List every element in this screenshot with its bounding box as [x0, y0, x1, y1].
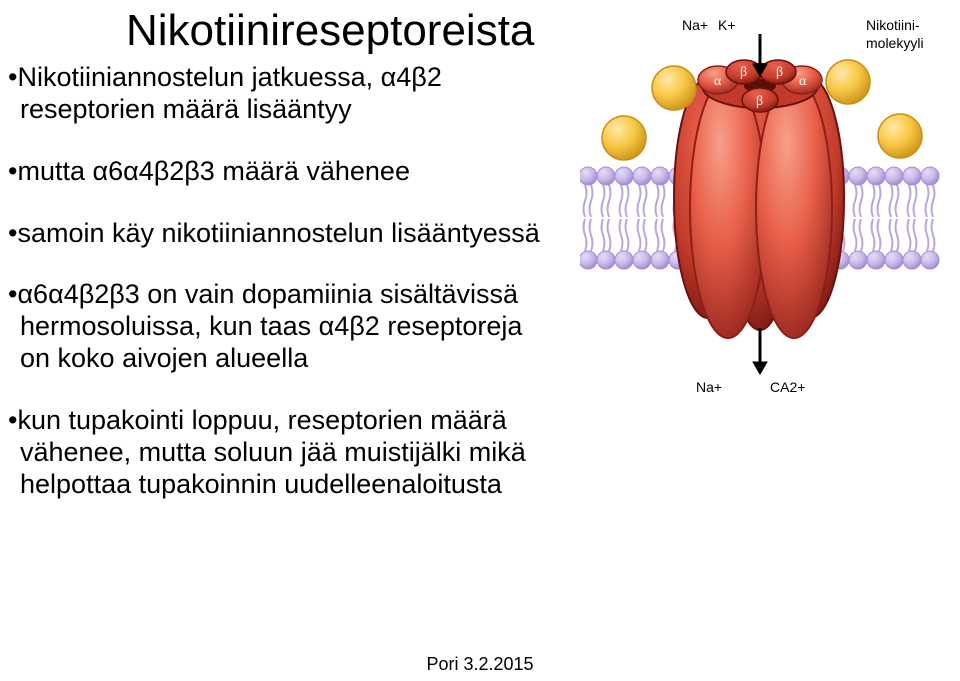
label-ca-bottom: CA2+ [770, 379, 805, 395]
bullet-4: •α6α4β2β3 on vain dopamiinia sisältäviss… [8, 279, 568, 375]
bullet-4-line1: •α6α4β2β3 on vain dopamiinia sisältäviss… [8, 279, 518, 309]
subunit-beta-right: β [776, 65, 783, 80]
bullet-1: •Nikotiiniannostelun jatkuessa, α4β2 res… [8, 62, 568, 126]
bullet-5-line2: vähenee, mutta soluun jää muistijälki mi… [20, 437, 526, 467]
arrow-out [753, 328, 767, 374]
footer-text: Pori 3.2.2015 [0, 654, 960, 675]
bullet-3: •samoin käy nikotiiniannostelun lisäänty… [8, 218, 568, 250]
label-na-top: Na+ [682, 17, 708, 33]
label-nikotiini-1: Nikotiini- [866, 17, 920, 33]
bullet-5: •kun tupakointi loppuu, reseptorien määr… [8, 405, 568, 501]
subunit-beta-front: β [756, 94, 763, 109]
receptor-figure: Na+ K+ Nikotiini- molekyyli [580, 8, 952, 408]
bullet-4-line2: hermosoluissa, kun taas α4β2 reseptoreja [20, 311, 522, 341]
bullet-1-line2: reseptorien määrä lisääntyy [20, 94, 352, 124]
subunit-beta-left: β [740, 65, 747, 80]
subunit-alpha-left: α [714, 74, 722, 89]
bullet-4-line3: on koko aivojen alueella [20, 343, 308, 373]
label-k-top: K+ [718, 17, 736, 33]
bullet-list: •Nikotiiniannostelun jatkuessa, α4β2 res… [8, 62, 568, 501]
label-na-bottom: Na+ [696, 379, 722, 395]
slide-title: Nikotiinireseptoreista [126, 6, 534, 56]
bullet-2: •mutta α6α4β2β3 määrä vähenee [8, 156, 568, 188]
bullet-1-line1: •Nikotiiniannostelun jatkuessa, α4β2 [8, 62, 442, 92]
label-nikotiini-2: molekyyli [866, 35, 924, 51]
bullet-5-line3: helpottaa tupakoinnin uudelleenaloitusta [20, 469, 502, 499]
bullet-5-line1: •kun tupakointi loppuu, reseptorien määr… [8, 405, 507, 435]
subunit-alpha-right: α [799, 74, 807, 89]
